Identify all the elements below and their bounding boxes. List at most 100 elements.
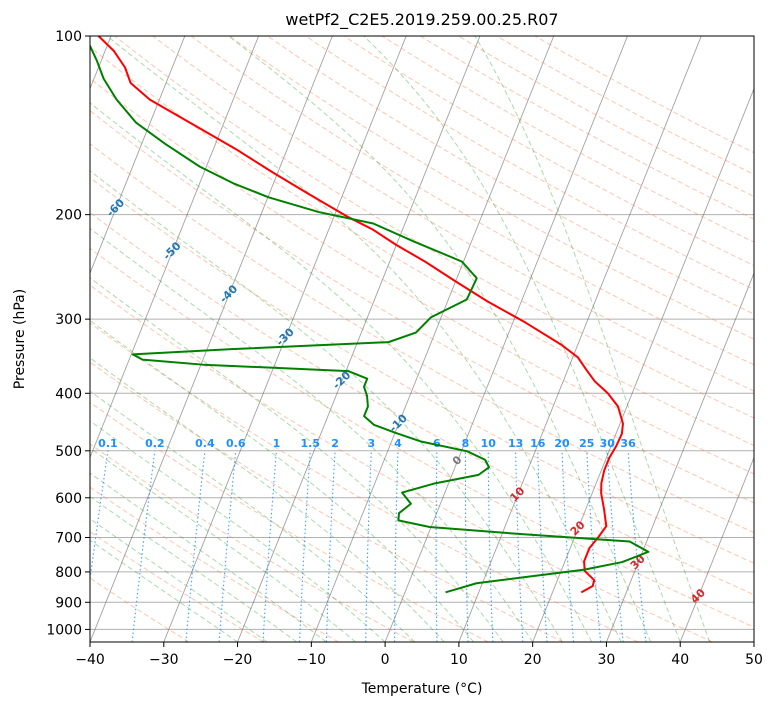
mixing-ratio-line <box>90 450 109 584</box>
x-tick-label: 10 <box>450 652 468 668</box>
y-tick-label: 400 <box>55 386 82 402</box>
y-tick-label: 600 <box>55 491 82 507</box>
x-tick-label: 0 <box>381 652 390 668</box>
isobar-grid <box>90 36 754 630</box>
dry-adiabat <box>90 577 190 642</box>
isotherm-line <box>532 87 754 642</box>
x-tick-label: 40 <box>671 652 689 668</box>
y-tick-label: 300 <box>55 312 82 328</box>
mixing-ratio-label: 2 <box>331 437 339 450</box>
isotherm-label: -60 <box>104 196 127 219</box>
plot-area: 0.10.20.40.611.52346810131620253036-100-… <box>0 36 754 642</box>
x-tick-label: −10 <box>297 652 327 668</box>
mixing-ratio-label: 25 <box>579 437 594 450</box>
mixing-ratio-label: 1 <box>273 437 281 450</box>
dry-adiabat <box>267 36 754 315</box>
mixing-ratio-line <box>325 450 336 642</box>
moist-adiabat <box>90 518 268 642</box>
isotherm-label: -40 <box>217 282 240 305</box>
mixing-ratio-label: 8 <box>462 437 470 450</box>
mixing-ratio-lines <box>90 450 647 642</box>
dry-adiabat <box>90 284 713 642</box>
y-axis: 100 200 300 400 500 600 700 800 900 1000 <box>46 29 90 638</box>
isotherm-grid <box>90 36 754 642</box>
isotherm-label: -70 <box>47 153 70 176</box>
mixing-ratio-line <box>131 450 156 642</box>
dry-adiabat <box>90 247 754 628</box>
moist-adiabats <box>90 36 711 642</box>
isotherm-line <box>90 36 186 275</box>
isotherm-label: -30 <box>274 325 297 348</box>
isotherm-label: 10 <box>507 484 527 504</box>
moist-adiabat <box>90 447 356 642</box>
chart-title: wetPf2_C2E5.2019.259.00.25.R07 <box>285 10 558 30</box>
moist-adiabat <box>90 277 504 642</box>
dry-adiabat <box>90 401 489 642</box>
mixing-ratio-label: 1.5 <box>301 437 321 450</box>
y-tick-label: 900 <box>55 595 82 611</box>
moist-adiabat <box>90 472 327 642</box>
x-tick-label: −20 <box>223 652 253 668</box>
dry-adiabat <box>343 36 754 267</box>
mixing-ratio-line <box>515 450 524 642</box>
isotherm-line <box>384 36 628 642</box>
plot-frame <box>89 35 755 643</box>
mixing-ratio-label: 3 <box>368 437 376 450</box>
isotherm-line <box>163 36 407 642</box>
x-tick-label: −30 <box>149 652 179 668</box>
mixing-ratio-label: 0.2 <box>145 437 165 450</box>
dry-adiabat <box>114 36 754 419</box>
moist-adiabat <box>90 102 593 642</box>
mixing-ratio-line <box>262 450 278 642</box>
moist-adiabat <box>90 539 238 642</box>
x-tick-label: 50 <box>745 652 763 668</box>
mixing-ratio-label: 6 <box>433 437 441 450</box>
mixing-ratio-label: 0.6 <box>226 437 246 450</box>
isotherm-label: 20 <box>568 518 588 538</box>
dry-adiabat <box>90 361 564 642</box>
dry-adiabat <box>90 77 754 475</box>
mixing-ratio-line <box>185 450 206 642</box>
y-tick-label: 700 <box>55 531 82 547</box>
isotherm-line <box>753 640 754 642</box>
dry-adiabat <box>152 36 754 392</box>
mixing-ratio-label: 13 <box>508 437 523 450</box>
mixing-ratio-label: 0.4 <box>195 437 215 450</box>
mixing-ratio-label: 10 <box>481 437 497 450</box>
dewpoint-line <box>90 43 650 594</box>
mixing-ratio-label: 0.1 <box>98 437 118 450</box>
moist-adiabat <box>228 36 652 642</box>
dry-adiabat <box>90 177 754 564</box>
y-axis-label: Pressure (hPa) <box>12 289 28 389</box>
mixing-ratio-label: 36 <box>620 437 636 450</box>
y-tick-label: 800 <box>55 565 82 581</box>
moist-adiabat <box>90 170 563 642</box>
y-tick-label: 200 <box>55 208 82 224</box>
mixing-ratio-line <box>586 450 602 642</box>
dry-adiabat <box>190 36 754 366</box>
moist-adiabat <box>90 420 386 642</box>
x-axis-label: Temperature (°C) <box>361 681 483 697</box>
isotherm-label: 0 <box>450 453 465 468</box>
mixing-ratio-line <box>365 450 372 642</box>
mixing-ratio-line <box>464 450 469 642</box>
dry-adiabats <box>90 36 754 642</box>
moist-adiabat <box>363 36 681 642</box>
mixing-ratio-line <box>435 450 438 642</box>
isotherm-line <box>679 456 754 642</box>
dry-adiabat <box>90 110 754 504</box>
dry-adiabat <box>305 36 754 291</box>
x-tick-label: 20 <box>524 652 542 668</box>
dry-adiabat <box>90 443 414 642</box>
dry-adiabat <box>90 46 754 447</box>
y-tick-label: 500 <box>55 444 82 460</box>
mixing-ratio-line <box>487 450 494 642</box>
mixing-ratio-line <box>627 450 647 642</box>
dry-adiabat <box>90 322 639 642</box>
dry-adiabat <box>420 36 754 220</box>
isotherm-label: -80 <box>0 110 14 133</box>
mixing-ratio-line <box>218 450 237 642</box>
isotherm-line <box>458 36 702 642</box>
mixing-ratio-label: 16 <box>530 437 546 450</box>
